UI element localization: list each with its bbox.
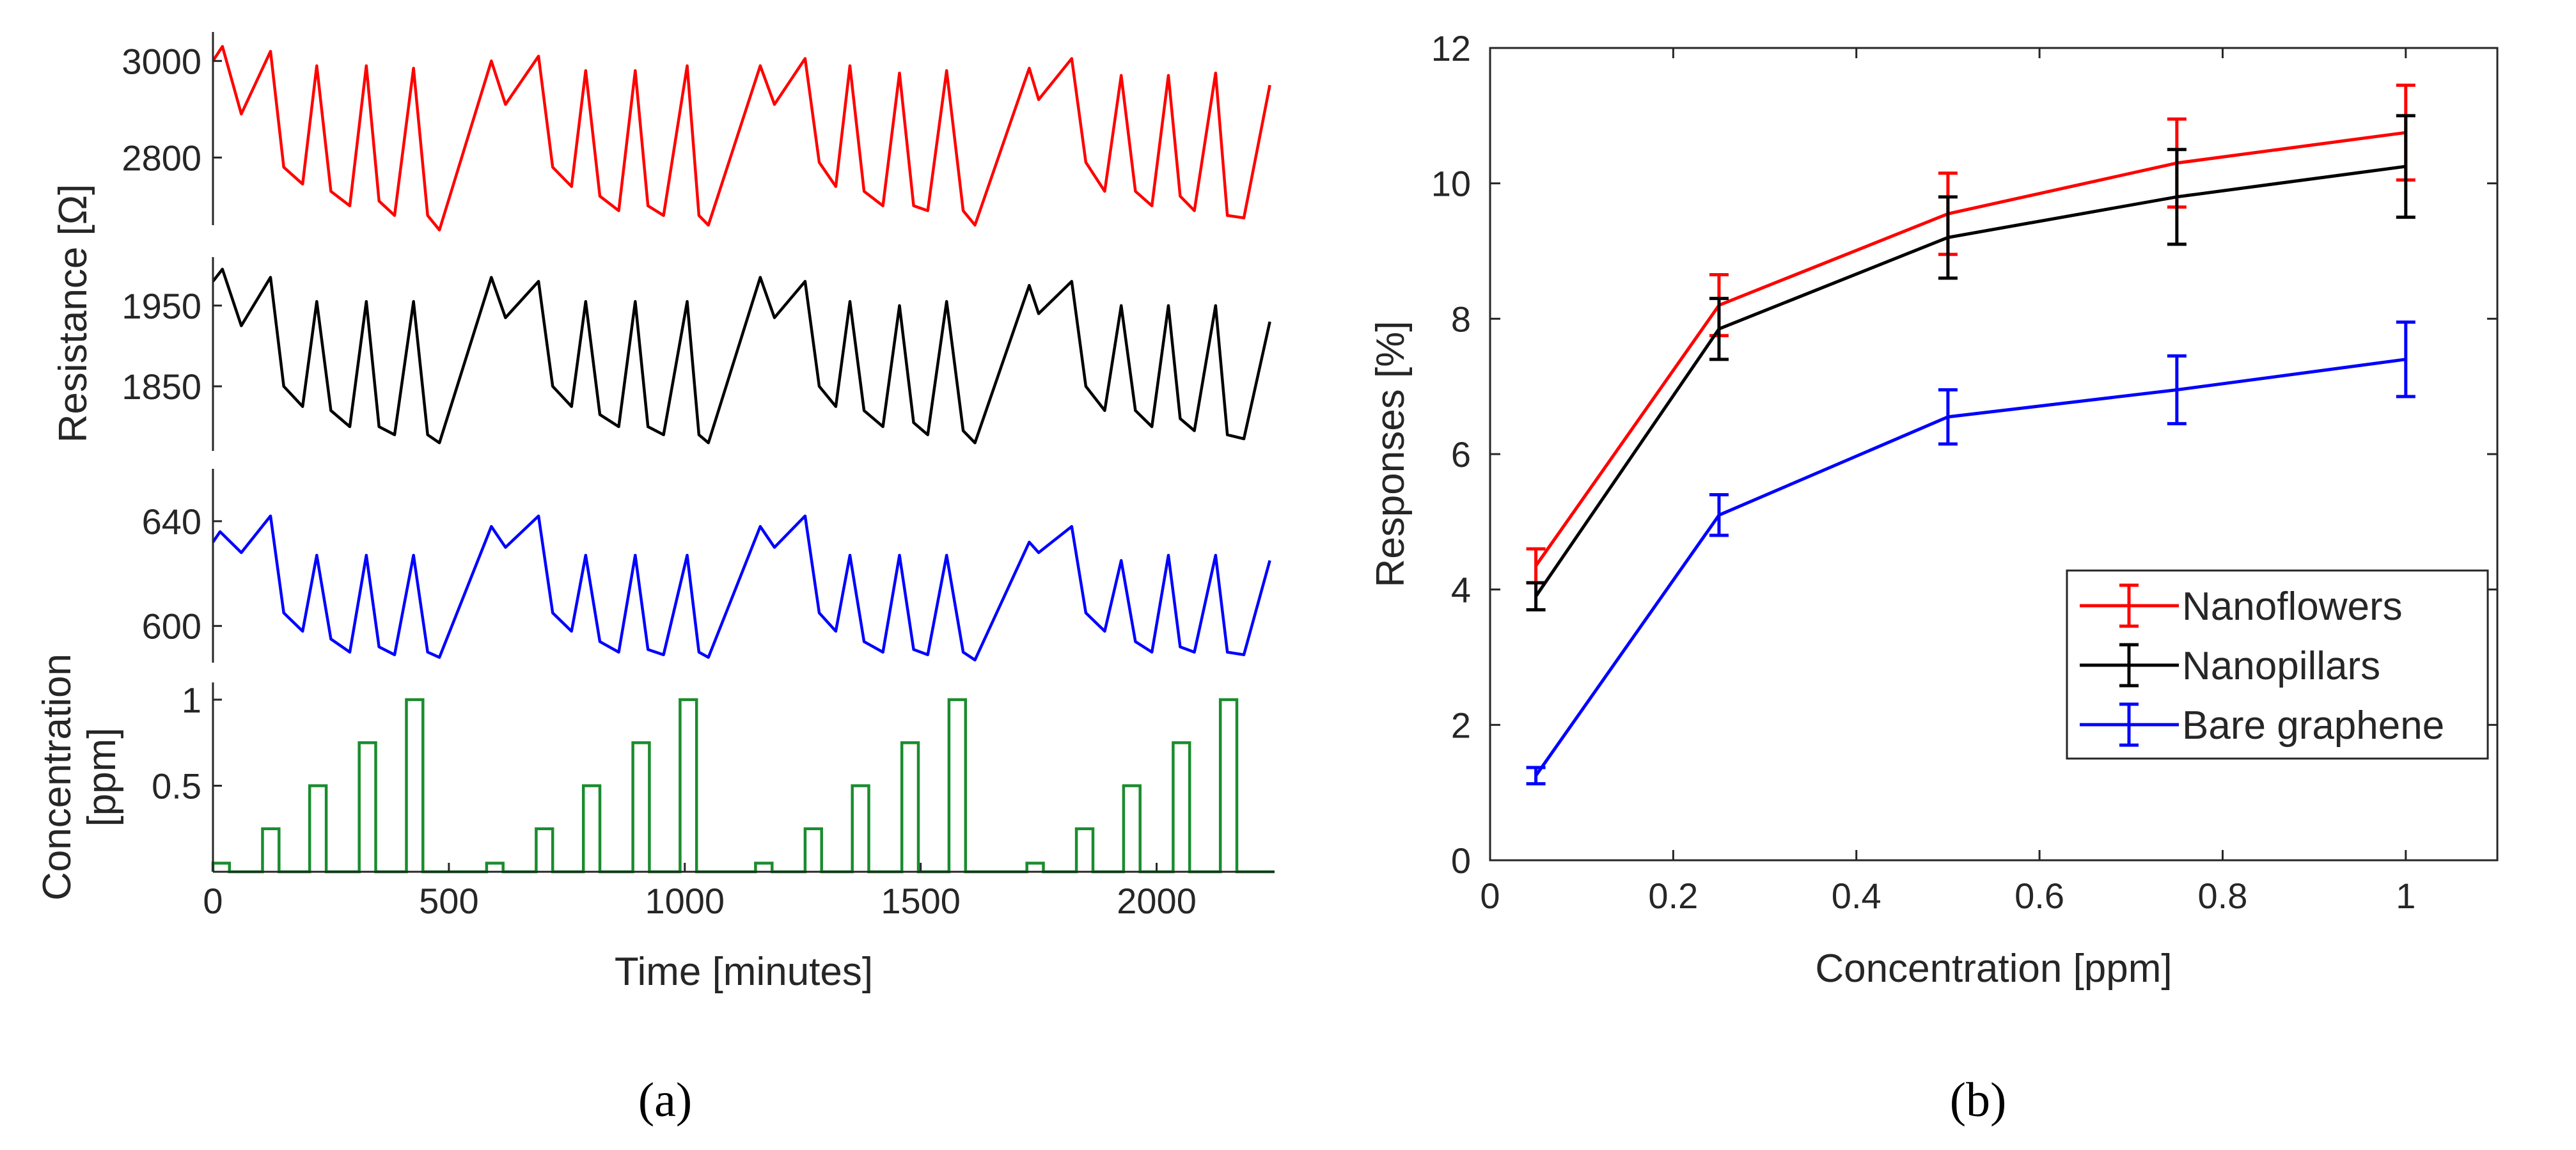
x-axis-label: Time [minutes] <box>615 950 873 994</box>
y-tick-label: 2800 <box>122 138 201 178</box>
x-tick-label: 0 <box>203 881 223 921</box>
x-tick-label: 1500 <box>881 881 961 921</box>
y-tick-label: 640 <box>142 501 201 542</box>
concentration-axis-label: Concentration[ppm] <box>35 654 124 901</box>
panel-a-chart: 2800 3000 1850 1950 600 640 0.5 1 0 500 1000 1500 20… <box>35 32 1275 1127</box>
x-tick-label: 0.6 <box>2014 876 2064 916</box>
legend-label-nanopillars: Nanopillars <box>2182 644 2380 688</box>
x-tick-label: 0.4 <box>1832 876 1881 916</box>
y-tick-label: 1 <box>182 680 201 720</box>
panel-label-b: (b) <box>1950 1073 2007 1127</box>
y-tick-label: 10 <box>1431 164 1471 204</box>
y-tick-label: 6 <box>1451 434 1471 475</box>
x-tick-label: 0.2 <box>1648 876 1698 916</box>
series-line-bare-graphene <box>212 514 1271 662</box>
y-tick-label: 3000 <box>122 41 201 81</box>
series-line-nanoflowers <box>1534 130 2407 567</box>
x-tick-label: 500 <box>419 881 478 921</box>
x-tick-label: 0.8 <box>2198 876 2248 916</box>
y-tick-label: 0.5 <box>152 766 201 806</box>
concentration-axis-label-line: [ppm] <box>80 727 124 826</box>
resistance-axis-label: Resistance [Ω] <box>51 184 95 443</box>
series-line-nanoflowers <box>212 45 1271 232</box>
x-tick-label: 1000 <box>645 881 725 921</box>
y-tick-label: 0 <box>1451 840 1471 881</box>
panel-b-chart: 0 0.2 0.4 0.6 0.8 1024681012NanoflowersNanopi… <box>1369 28 2499 1127</box>
y-tick-label: 4 <box>1451 570 1471 610</box>
x-tick-label: 0 <box>1480 876 1500 916</box>
y-tick-label: 1850 <box>122 366 201 407</box>
concentration-axis-label-line: Concentration <box>35 654 79 901</box>
y-tick-label: 8 <box>1451 299 1471 339</box>
y-tick-label: 600 <box>142 606 201 647</box>
legend-label-bare-graphene: Bare graphene <box>2182 704 2444 748</box>
x-axis-label: Concentration [ppm] <box>1815 947 2172 991</box>
panel-label-a: (a) <box>638 1073 692 1127</box>
series-line-nanopillars <box>212 267 1271 445</box>
x-tick-label: 1 <box>2396 876 2415 916</box>
y-tick-label: 12 <box>1431 28 1471 68</box>
x-tick-label: 2000 <box>1117 881 1197 921</box>
y-tick-label: 2 <box>1451 705 1471 745</box>
legend-label-nanoflowers: Nanoflowers <box>2182 585 2403 629</box>
y-tick-label: 1950 <box>122 286 201 326</box>
y-axis-label: Responses [%] <box>1369 321 1413 588</box>
concentration-pulse-line <box>211 698 1275 874</box>
